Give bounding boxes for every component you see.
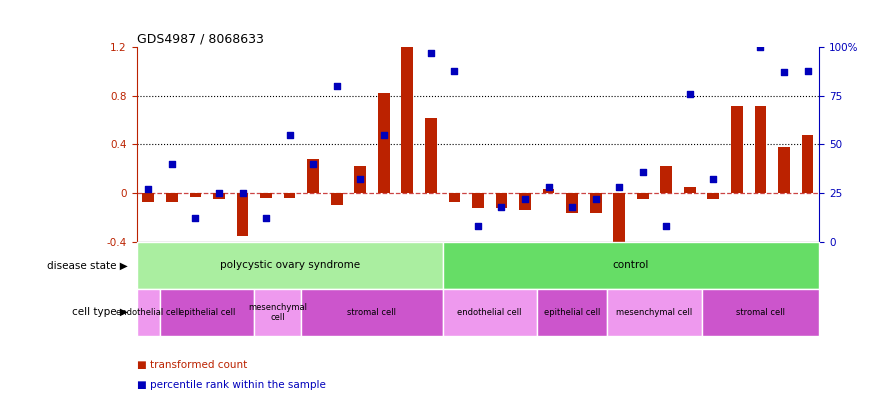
Text: cell type ▶: cell type ▶ bbox=[72, 307, 128, 318]
Point bbox=[636, 169, 650, 175]
Point bbox=[542, 184, 556, 190]
Point bbox=[683, 91, 697, 97]
Bar bbox=[472, 193, 484, 208]
Point bbox=[707, 176, 721, 183]
Bar bbox=[519, 193, 531, 210]
Bar bbox=[378, 94, 389, 193]
Text: ■ transformed count: ■ transformed count bbox=[137, 360, 247, 371]
Bar bbox=[684, 187, 696, 193]
Bar bbox=[755, 105, 766, 193]
Text: disease state ▶: disease state ▶ bbox=[47, 260, 128, 270]
Bar bbox=[330, 193, 343, 205]
Bar bbox=[160, 289, 255, 336]
Bar bbox=[731, 105, 743, 193]
Point bbox=[400, 24, 414, 31]
Bar bbox=[213, 193, 225, 199]
Bar bbox=[425, 118, 437, 193]
Text: mesenchymal cell: mesenchymal cell bbox=[617, 308, 692, 317]
Bar bbox=[778, 147, 790, 193]
Point bbox=[470, 223, 485, 229]
Point bbox=[448, 67, 462, 73]
Bar bbox=[137, 289, 160, 336]
Text: stromal cell: stromal cell bbox=[347, 308, 396, 317]
Bar bbox=[607, 289, 701, 336]
Bar bbox=[442, 242, 819, 289]
Bar bbox=[589, 193, 602, 213]
Bar bbox=[255, 289, 301, 336]
Point bbox=[494, 204, 508, 210]
Bar bbox=[354, 166, 366, 193]
Bar bbox=[701, 289, 819, 336]
Bar bbox=[448, 193, 460, 202]
Point bbox=[777, 69, 791, 75]
Bar bbox=[237, 193, 248, 236]
Point bbox=[589, 196, 603, 202]
Text: mesenchymal
cell: mesenchymal cell bbox=[248, 303, 307, 322]
Bar bbox=[637, 193, 648, 199]
Bar bbox=[661, 166, 672, 193]
Bar bbox=[307, 159, 319, 193]
Text: stromal cell: stromal cell bbox=[736, 308, 785, 317]
Text: GDS4987 / 8068633: GDS4987 / 8068633 bbox=[137, 33, 263, 46]
Text: epithelial cell: epithelial cell bbox=[179, 308, 235, 317]
Point bbox=[165, 161, 179, 167]
Bar bbox=[137, 242, 442, 289]
Point bbox=[565, 204, 579, 210]
Text: control: control bbox=[613, 260, 649, 270]
Bar bbox=[143, 193, 154, 202]
Point bbox=[729, 24, 744, 31]
Point bbox=[212, 190, 226, 196]
Point bbox=[518, 196, 532, 202]
Bar bbox=[537, 289, 607, 336]
Point bbox=[259, 215, 273, 222]
Point bbox=[189, 215, 203, 222]
Bar bbox=[166, 193, 178, 202]
Text: endothelial cell: endothelial cell bbox=[457, 308, 522, 317]
Point bbox=[283, 132, 297, 138]
Point bbox=[612, 184, 626, 190]
Point bbox=[329, 83, 344, 89]
Bar bbox=[566, 193, 578, 213]
Text: endothelial cell: endothelial cell bbox=[116, 308, 181, 317]
Text: epithelial cell: epithelial cell bbox=[544, 308, 600, 317]
Point bbox=[377, 132, 391, 138]
Bar bbox=[442, 289, 537, 336]
Bar bbox=[284, 193, 295, 198]
Text: ■ percentile rank within the sample: ■ percentile rank within the sample bbox=[137, 380, 325, 390]
Point bbox=[801, 67, 815, 73]
Bar bbox=[496, 193, 507, 208]
Bar bbox=[707, 193, 719, 199]
Point bbox=[424, 50, 438, 56]
Point bbox=[141, 186, 155, 192]
Point bbox=[353, 176, 367, 183]
Bar bbox=[301, 289, 442, 336]
Bar bbox=[402, 47, 413, 193]
Point bbox=[306, 161, 320, 167]
Point bbox=[659, 223, 673, 229]
Bar bbox=[543, 189, 554, 193]
Point bbox=[235, 190, 249, 196]
Bar bbox=[260, 193, 272, 198]
Bar bbox=[613, 193, 626, 244]
Text: polycystic ovary syndrome: polycystic ovary syndrome bbox=[219, 260, 359, 270]
Bar bbox=[802, 135, 813, 193]
Bar bbox=[189, 193, 201, 197]
Point bbox=[753, 44, 767, 50]
